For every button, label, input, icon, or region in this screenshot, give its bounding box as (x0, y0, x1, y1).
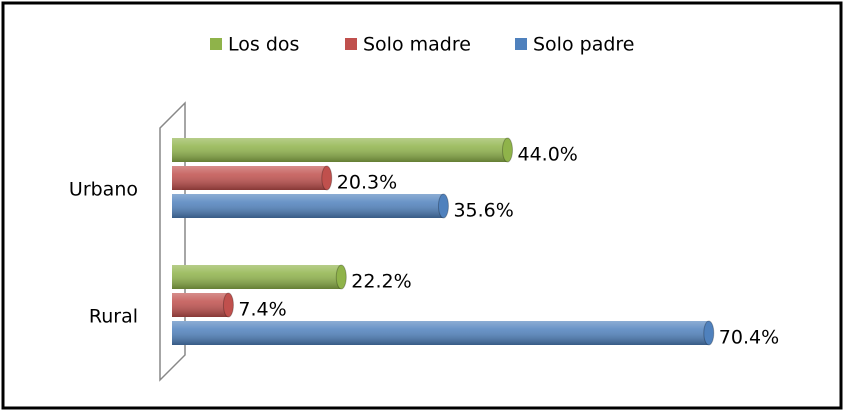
value-label: 22.2% (351, 271, 411, 293)
value-label: 35.6% (453, 200, 513, 222)
bar-shade (172, 138, 508, 162)
value-label: 7.4% (238, 299, 286, 321)
bar-cap (321, 165, 333, 191)
value-label: 20.3% (337, 172, 397, 194)
legend-swatch (515, 38, 527, 50)
bar-shade (172, 265, 342, 289)
value-label: 70.4% (719, 327, 779, 349)
bar-cap (703, 320, 715, 346)
bar-shade (172, 194, 444, 218)
bar-shade (172, 166, 327, 190)
legend-label: Solo madre (363, 34, 471, 56)
y-tick-label: Urbano (69, 179, 138, 201)
y-tick-label: Rural (89, 306, 138, 328)
bar-shade (172, 293, 229, 317)
bar-cap (502, 137, 513, 163)
legend-swatch (210, 38, 222, 50)
bar-cap (335, 264, 347, 290)
legend-label: Solo padre (533, 34, 634, 56)
bar-shade (172, 321, 709, 345)
legend-label: Los dos (228, 34, 299, 56)
bar-cap (437, 193, 449, 219)
value-label: 44.0% (518, 144, 578, 166)
bar-cap (222, 292, 234, 318)
legend-swatch (345, 38, 357, 50)
